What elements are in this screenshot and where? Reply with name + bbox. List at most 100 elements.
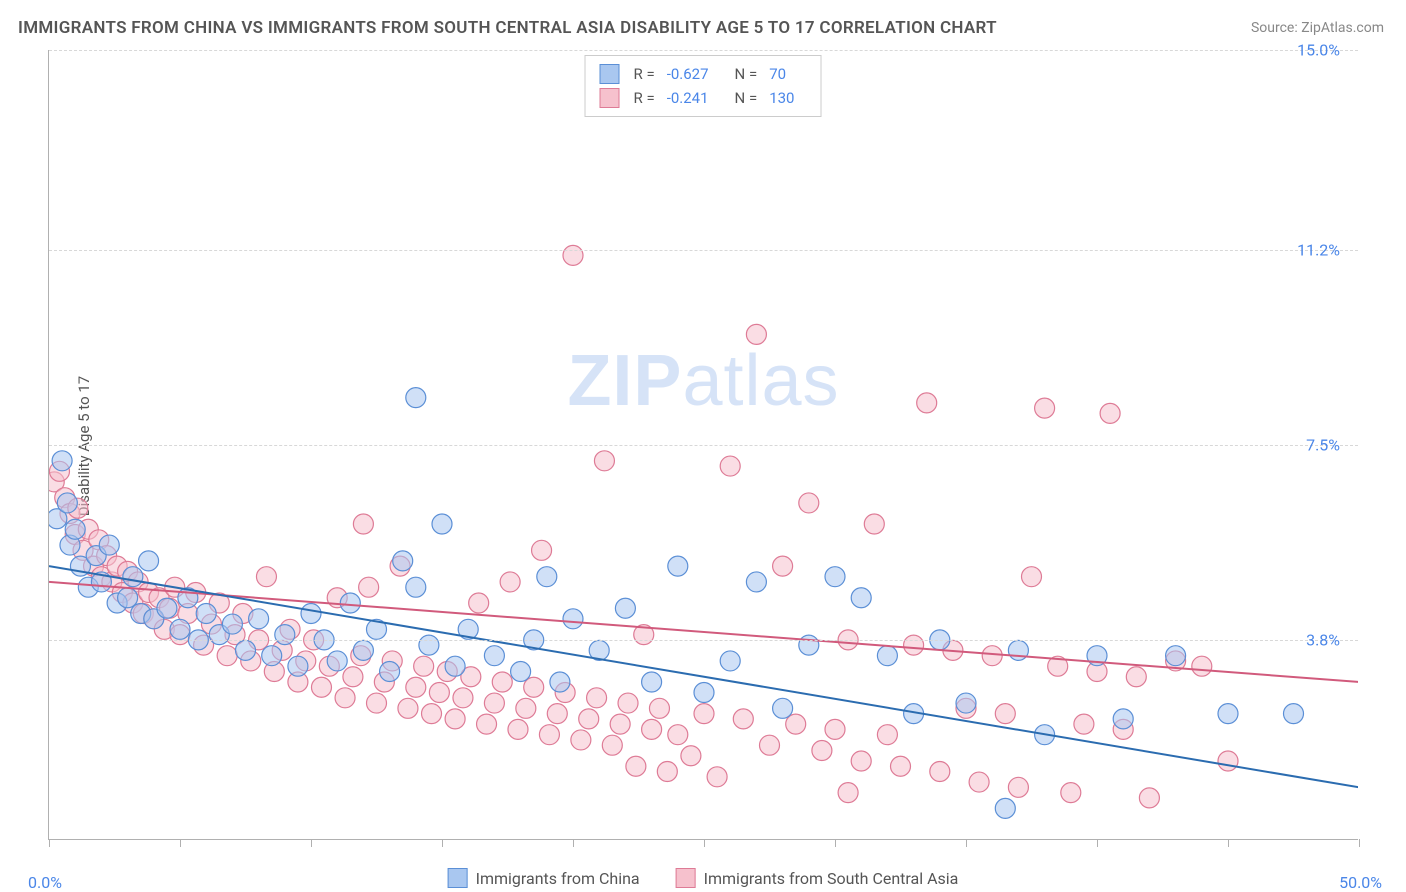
data-point (335, 688, 355, 708)
legend-item-china: Immigrants from China (448, 868, 640, 888)
data-point (532, 540, 552, 560)
data-point (1218, 751, 1238, 771)
gridline (49, 250, 1358, 251)
data-point (311, 677, 331, 697)
data-point (353, 514, 373, 534)
data-point (301, 604, 321, 624)
data-point (746, 572, 766, 592)
data-point (429, 683, 449, 703)
gridline (49, 640, 1358, 641)
data-point (995, 704, 1015, 724)
data-point (649, 698, 669, 718)
x-tick (966, 839, 967, 847)
x-tick (180, 839, 181, 847)
data-point (995, 798, 1015, 818)
data-point (602, 735, 622, 755)
data-point (419, 635, 439, 655)
data-point (877, 646, 897, 666)
data-point (157, 598, 177, 618)
legend-swatch-sca (676, 868, 696, 888)
data-point (1218, 704, 1238, 724)
data-point (799, 635, 819, 655)
data-point (694, 683, 714, 703)
x-axis-label-first: 0.0% (28, 873, 62, 892)
data-point (733, 709, 753, 729)
data-point (956, 693, 976, 713)
data-point (359, 577, 379, 597)
data-point (406, 677, 426, 697)
data-point (340, 593, 360, 613)
data-point (642, 672, 662, 692)
data-point (353, 640, 373, 660)
data-point (170, 619, 190, 639)
data-point (511, 661, 531, 681)
data-point (812, 740, 832, 760)
data-point (406, 577, 426, 597)
data-point (500, 572, 520, 592)
x-tick (1359, 839, 1360, 847)
data-point (484, 646, 504, 666)
x-tick (1097, 839, 1098, 847)
data-point (477, 714, 497, 734)
data-point (773, 698, 793, 718)
data-point (217, 646, 237, 666)
r-value-china: -0.627 (663, 65, 721, 83)
data-point (65, 519, 85, 539)
data-point (642, 719, 662, 739)
data-point (851, 751, 871, 771)
data-point (982, 646, 1002, 666)
legend-label-sca: Immigrants from South Central Asia (704, 869, 959, 888)
data-point (516, 698, 536, 718)
data-point (123, 567, 143, 587)
x-tick (311, 839, 312, 847)
data-point (760, 735, 780, 755)
data-point (773, 556, 793, 576)
data-point (406, 388, 426, 408)
data-point (891, 756, 911, 776)
data-point (720, 651, 740, 671)
data-point (799, 493, 819, 513)
legend-label-china: Immigrants from China (476, 869, 640, 888)
source-label: Source: ZipAtlas.com (1251, 20, 1384, 36)
data-point (720, 456, 740, 476)
data-point (610, 714, 630, 734)
data-point (668, 725, 688, 745)
data-point (256, 567, 276, 587)
data-point (1113, 709, 1133, 729)
data-point (139, 551, 159, 571)
data-point (668, 556, 688, 576)
data-point (786, 714, 806, 734)
data-point (1166, 646, 1186, 666)
data-point (1061, 783, 1081, 803)
data-point (508, 719, 528, 739)
data-point (563, 609, 583, 629)
x-tick (1228, 839, 1229, 847)
y-tick-label: 7.5% (1306, 436, 1340, 455)
data-point (52, 451, 72, 471)
data-point (249, 609, 269, 629)
y-tick-label: 11.2% (1297, 241, 1340, 260)
data-point (969, 772, 989, 792)
data-point (196, 604, 216, 624)
data-point (917, 393, 937, 413)
data-point (539, 725, 559, 745)
x-tick (49, 839, 50, 847)
trend-line (49, 566, 1358, 787)
x-tick (704, 839, 705, 847)
data-point (547, 704, 567, 724)
data-point (367, 693, 387, 713)
data-point (1035, 398, 1055, 418)
n-value-china: 70 (765, 65, 798, 83)
data-point (398, 698, 418, 718)
data-point (615, 598, 635, 618)
data-point (657, 762, 677, 782)
data-point (118, 588, 138, 608)
stats-row-sca: R = -0.241 N = 130 (600, 86, 807, 110)
data-point (57, 493, 77, 513)
data-point (492, 672, 512, 692)
r-value-sca: -0.241 (663, 89, 721, 107)
data-point (626, 756, 646, 776)
data-point (445, 656, 465, 676)
data-point (618, 693, 638, 713)
chart-plot-area: ZIPatlas 3.8%7.5%11.2%15.0% (48, 50, 1358, 840)
